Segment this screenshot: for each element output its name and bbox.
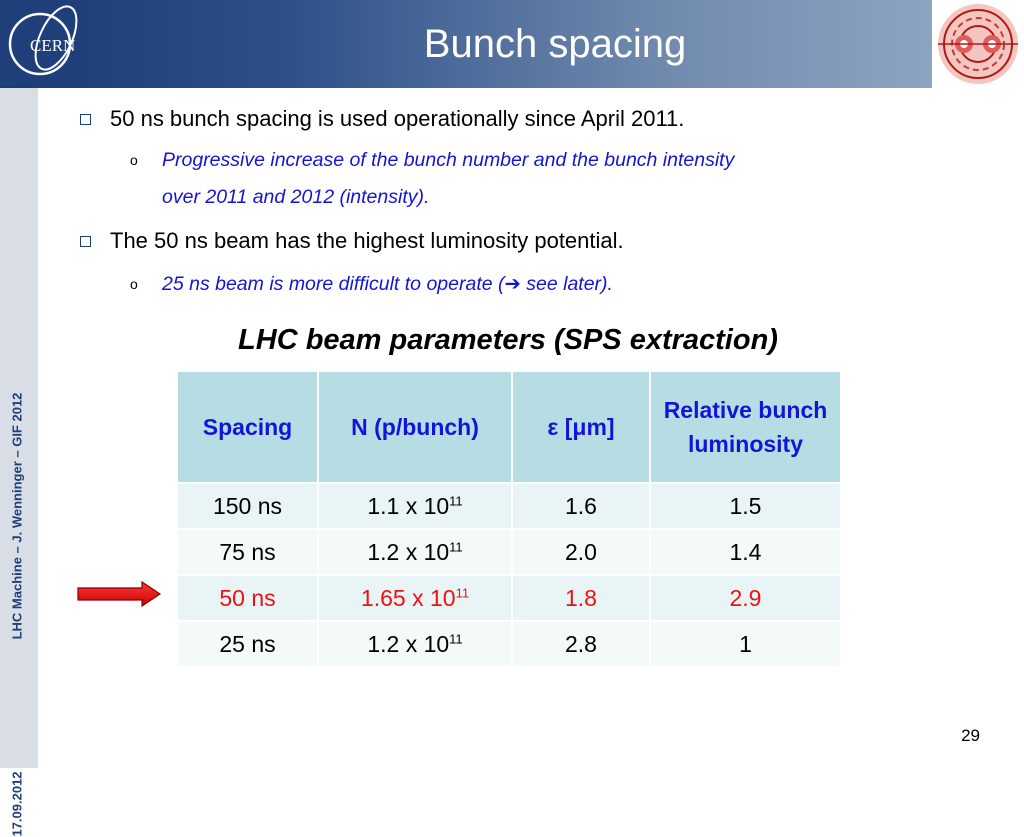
footer-date: 17.09.2012 xyxy=(9,771,25,837)
cell-spacing: 50 ns xyxy=(176,574,319,622)
table-title: LHC beam parameters (SPS extraction) xyxy=(238,324,778,356)
page-number: 29 xyxy=(961,726,980,745)
sub-bullet-1a: Progressive increase of the bunch number… xyxy=(162,149,735,171)
header-n-per-bunch: N (p/bunch) xyxy=(317,370,513,484)
header-spacing: Spacing xyxy=(176,370,319,484)
header-emittance: ε [μm] xyxy=(511,370,651,484)
cell-n-exponent: 11 xyxy=(449,492,463,508)
cell-n: 1.2 x 1011 xyxy=(317,620,513,668)
cell-luminosity: 1 xyxy=(649,620,842,668)
cell-spacing: 75 ns xyxy=(176,528,319,576)
cell-n: 1.2 x 1011 xyxy=(317,528,513,576)
table-row: 75 ns 1.2 x 1011 2.0 1.4 xyxy=(176,528,842,576)
cell-n: 1.65 x 1011 xyxy=(317,574,513,622)
cell-n-exponent: 11 xyxy=(449,630,463,646)
slide-header: CERN Bunch spacing xyxy=(0,0,932,88)
cern-logo-icon: CERN xyxy=(0,0,84,86)
table-header-row: Spacing N (p/bunch) ε [μm] Relative bunc… xyxy=(176,370,842,484)
circle-bullet-icon: o xyxy=(130,276,138,292)
header-relative-luminosity: Relative bunch luminosity xyxy=(649,370,842,484)
bullet-2: The 50 ns beam has the highest luminosit… xyxy=(110,228,624,253)
cell-n-base: 1.1 x 10 xyxy=(367,492,450,519)
cell-emittance: 1.8 xyxy=(511,574,651,622)
slide-title: Bunch spacing xyxy=(423,22,687,66)
cell-n-exponent: 11 xyxy=(449,538,463,554)
bullet-1: 50 ns bunch spacing is used operationall… xyxy=(110,106,685,131)
svg-text:CERN: CERN xyxy=(30,36,75,55)
cell-n-base: 1.65 x 10 xyxy=(360,584,456,611)
table-row: 150 ns 1.1 x 1011 1.6 1.5 xyxy=(176,482,842,530)
sub-bullet-1b: over 2011 and 2012 (intensity). xyxy=(162,186,430,208)
sub-bullet-2a: 25 ns beam is more difficult to operate … xyxy=(162,266,942,303)
cell-emittance: 2.8 xyxy=(511,620,651,668)
square-bullet-icon xyxy=(80,114,91,125)
cell-emittance: 1.6 xyxy=(511,482,651,530)
cell-n-base: 1.2 x 10 xyxy=(367,538,450,565)
cell-n-exponent: 11 xyxy=(455,584,470,600)
cell-luminosity: 2.9 xyxy=(649,574,842,622)
table-row: 25 ns 1.2 x 1011 2.8 1 xyxy=(176,620,842,668)
square-bullet-icon xyxy=(80,236,91,247)
cell-n: 1.1 x 1011 xyxy=(317,482,513,530)
lhc-logo-icon xyxy=(932,0,1024,88)
beam-parameters-table: Spacing N (p/bunch) ε [μm] Relative bunc… xyxy=(176,370,842,668)
sub-bullet-2a-start: 25 ns beam is more difficult to operate … xyxy=(162,273,505,295)
cell-n-base: 1.2 x 10 xyxy=(367,630,450,657)
cell-luminosity: 1.4 xyxy=(649,528,842,576)
table-row-highlighted: 50 ns 1.65 x 1011 1.8 2.9 xyxy=(176,574,842,622)
footer-author: LHC Machine – J. Wenninger – GIF 2012 xyxy=(9,392,25,640)
cell-spacing: 25 ns xyxy=(176,620,319,668)
sub-bullet-2a-end: see later). xyxy=(520,273,613,295)
cell-spacing: 150 ns xyxy=(176,482,319,530)
right-arrow-icon: ➔ xyxy=(504,273,521,295)
cell-luminosity: 1.5 xyxy=(649,482,842,530)
circle-bullet-icon: o xyxy=(130,152,138,168)
red-arrow-icon xyxy=(76,580,162,613)
cell-emittance: 2.0 xyxy=(511,528,651,576)
sidebar: LHC Machine – J. Wenninger – GIF 2012 17… xyxy=(0,88,38,837)
